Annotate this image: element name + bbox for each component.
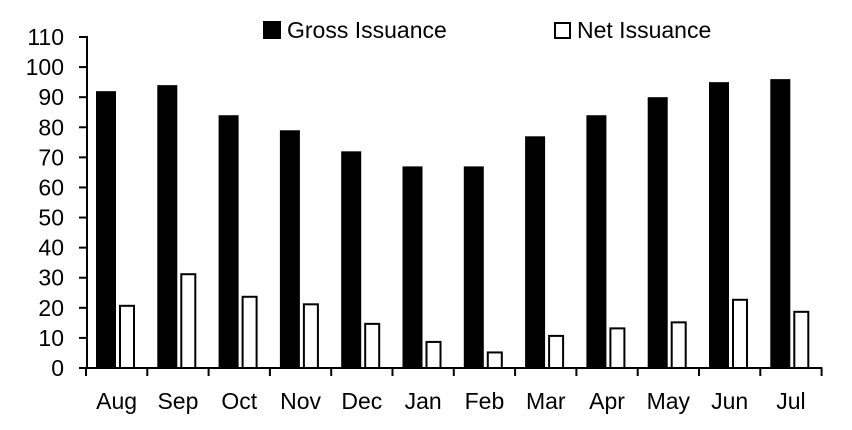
bar-gross-apr	[586, 115, 607, 369]
y-axis-tick-label: 90	[38, 84, 64, 110]
bar-gross-jan	[402, 166, 423, 368]
y-axis-tick-label: 0	[51, 355, 64, 381]
net-issuance-legend-marker-icon	[554, 21, 571, 39]
x-axis-label-oct: Oct	[221, 388, 257, 414]
y-axis-tick-label: 60	[38, 174, 64, 200]
bar-gross-oct	[218, 115, 239, 369]
y-axis-tick-label: 20	[38, 295, 64, 321]
legend-label-net-issuance: Net Issuance	[577, 17, 712, 43]
bar-gross-feb	[463, 166, 484, 368]
x-axis-label-feb: Feb	[465, 388, 505, 414]
bar-net-nov	[302, 303, 319, 369]
legend-label-gross-issuance: Gross Issuance	[287, 17, 447, 43]
y-axis-tick-label: 30	[38, 265, 64, 291]
bar-net-dec	[364, 322, 381, 370]
y-axis-tick-label: 80	[38, 114, 64, 140]
x-axis-label-aug: Aug	[96, 388, 137, 414]
bar-gross-aug	[96, 91, 116, 368]
legend-item-net-issuance: Net Issuance	[554, 17, 711, 43]
y-axis-tick-label: 40	[38, 235, 64, 261]
y-axis-tick-label: 110	[27, 24, 64, 50]
bar-net-oct	[241, 295, 258, 370]
bar-gross-jul	[770, 79, 791, 369]
x-axis-label-sep: Sep	[157, 388, 198, 414]
bar-gross-nov	[279, 130, 300, 368]
gross-issuance-legend-marker-icon	[263, 21, 281, 39]
bar-net-apr	[609, 327, 626, 369]
x-axis-label-jul: Jul	[776, 388, 805, 414]
y-axis-tick-label: 70	[38, 144, 64, 170]
bar-gross-mar	[525, 136, 546, 368]
x-axis-label-mar: Mar	[526, 388, 566, 414]
bar-net-sep	[180, 273, 197, 369]
legend-item-gross-issuance: Gross Issuance	[263, 17, 447, 43]
x-axis-label-may: May	[647, 388, 691, 414]
y-axis-tick-label: 100	[26, 54, 64, 80]
bar-gross-sep	[157, 85, 178, 369]
x-axis-label-nov: Nov	[280, 388, 321, 414]
x-axis-label-dec: Dec	[341, 388, 382, 414]
y-axis-tick-label: 10	[38, 325, 64, 351]
bar-net-may	[670, 321, 687, 370]
y-axis-tick-label: 50	[38, 205, 64, 231]
bar-net-mar	[548, 334, 565, 369]
bar-net-aug	[119, 304, 135, 369]
bar-gross-jun	[709, 82, 729, 369]
bar-net-jul	[793, 310, 810, 369]
bar-gross-dec	[341, 151, 362, 368]
x-axis-label-jun: Jun	[711, 388, 748, 414]
bar-gross-may	[647, 97, 668, 368]
bar-net-jun	[732, 298, 748, 370]
bar-net-feb	[486, 351, 503, 370]
bar-net-jan	[425, 340, 442, 369]
x-axis-label-jan: Jan	[405, 388, 442, 414]
x-axis-label-apr: Apr	[589, 388, 625, 414]
